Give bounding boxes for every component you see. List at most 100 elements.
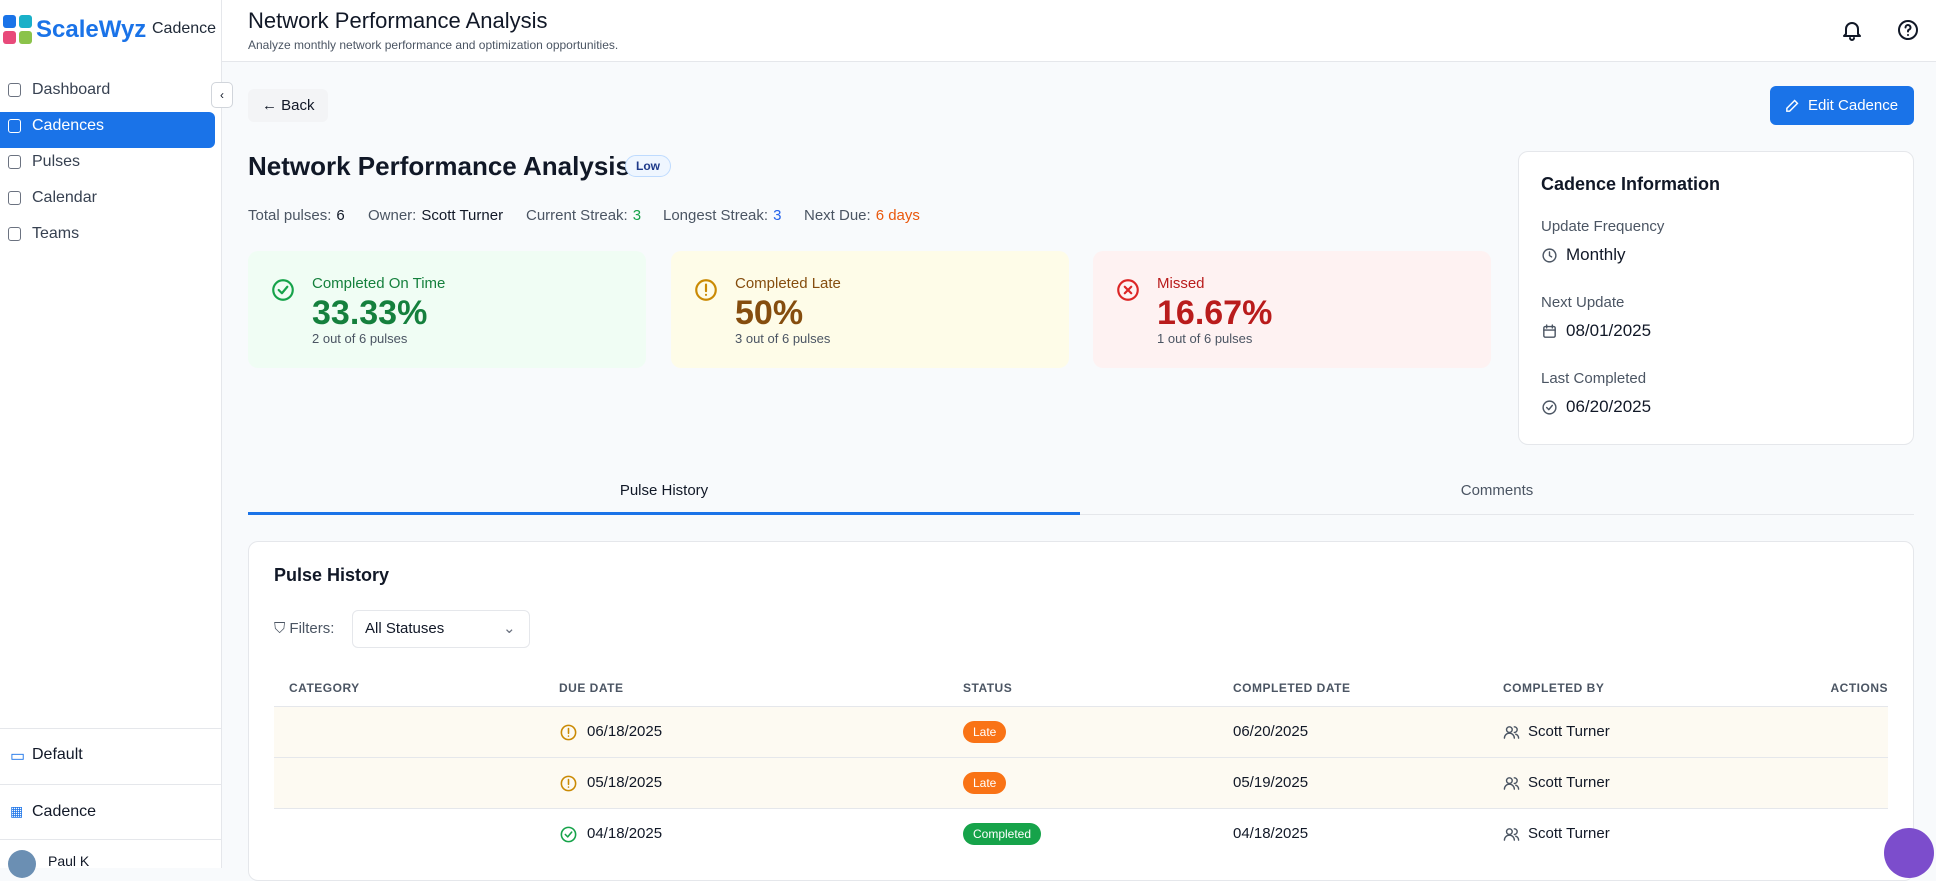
- nav-item[interactable]: Pulses: [32, 153, 81, 170]
- icon-svg: [1503, 828, 1520, 841]
- status-badge: Completed: [963, 823, 1042, 845]
- icon-svg: [1117, 279, 1139, 301]
- status-badge: Late: [963, 721, 1007, 743]
- help[interactable]: [1896, 18, 1920, 42]
- nav-item[interactable]: Cadences: [32, 117, 105, 134]
- icon: [559, 723, 578, 742]
- icon: [1541, 399, 1558, 416]
- card-value: 16.67%: [1157, 294, 1273, 332]
- card-value: 50%: [735, 294, 804, 332]
- column-header: DUE DATE: [559, 681, 624, 695]
- stat-label: Longest Streak:: [663, 207, 769, 224]
- summary-card: Missed 16.67% 1 out of 6 pulses: [1093, 251, 1491, 368]
- field-value: 06/20/2025: [1566, 397, 1652, 416]
- filter-value: All Statuses: [365, 620, 445, 637]
- nav-item[interactable]: Teams: [32, 225, 80, 242]
- card-label: Missed: [1157, 275, 1205, 292]
- app-icon: ▦: [10, 803, 24, 819]
- page-subtitle: Analyze monthly network performance and …: [248, 38, 619, 52]
- column-header: ACTIONS: [1830, 681, 1888, 695]
- icon: [559, 774, 578, 793]
- chat-button[interactable]: [1884, 828, 1934, 878]
- divider: [0, 728, 222, 729]
- stat-value: Scott Turner: [421, 207, 504, 224]
- top-bar: Network Performance Analysis Analyze mon…: [222, 0, 1936, 62]
- field-value: 08/01/2025: [1566, 321, 1652, 340]
- completed-date: 04/18/2025: [1233, 825, 1309, 842]
- column-header: CATEGORY: [289, 681, 360, 695]
- nav-item[interactable]: Calendar: [32, 189, 97, 206]
- icon: [1541, 323, 1558, 340]
- tab[interactable]: Pulse History: [619, 482, 709, 499]
- info-card: Cadence Information Update Frequency Mont…: [1518, 151, 1914, 445]
- completed-date: 05/19/2025: [1233, 774, 1309, 791]
- nav-icon: [8, 191, 21, 205]
- info-title: Cadence Information: [1541, 174, 1721, 194]
- logo: [3, 15, 32, 44]
- brand-product: Cadence: [152, 20, 217, 37]
- column-header: STATUS: [963, 681, 1013, 695]
- tab-underline: [248, 512, 1080, 515]
- nav-icon: [8, 227, 21, 241]
- filter-text: Filters:: [289, 620, 335, 637]
- field-label: Update Frequency: [1541, 218, 1665, 235]
- icon: [270, 277, 296, 303]
- workspace[interactable]: Default: [32, 746, 83, 763]
- nav-active: [0, 112, 215, 148]
- cadence-title: Network Performance Analysis: [248, 151, 630, 181]
- due-date: 05/18/2025: [587, 774, 663, 791]
- tab-rule: [248, 514, 1914, 515]
- icon-svg: [695, 279, 717, 301]
- icon: [1503, 724, 1520, 741]
- app-switcher[interactable]: Cadence: [32, 803, 97, 820]
- stat-value: 6: [336, 207, 345, 224]
- stat-value: 3: [632, 207, 642, 224]
- due-date: 06/18/2025: [587, 723, 663, 740]
- icon: [1115, 277, 1141, 303]
- stat-label: Total pulses:: [248, 207, 332, 224]
- tab[interactable]: Comments: [1460, 482, 1534, 499]
- completed-by: Scott Turner: [1528, 723, 1610, 740]
- edit-icon: [1786, 99, 1799, 112]
- status-filter[interactable]: All Statuses ⌄: [352, 610, 530, 648]
- summary-card: Completed On Time 33.33% 2 out of 6 pulses: [248, 251, 646, 368]
- page-title: Network Performance Analysis: [248, 8, 548, 33]
- avatar[interactable]: [8, 850, 36, 878]
- icon-svg: [1542, 248, 1557, 263]
- divider: [0, 839, 222, 840]
- user-name[interactable]: Paul K: [48, 853, 90, 869]
- status-badge: Late: [963, 772, 1007, 794]
- table-row: 05/18/2025 Late 05/19/2025 Scott Turner: [274, 757, 1888, 808]
- icon: [1503, 826, 1520, 843]
- stat-label: Current Streak:: [526, 207, 628, 224]
- collapse-button[interactable]: ‹: [211, 82, 233, 108]
- edit-button[interactable]: Edit Cadence: [1770, 86, 1914, 125]
- history-title: Pulse History: [274, 565, 390, 585]
- card-value: 33.33%: [312, 294, 428, 332]
- due-date: 04/18/2025: [587, 825, 663, 842]
- icon-svg: [1503, 777, 1520, 790]
- divider: [0, 784, 222, 785]
- folder-icon: ▭: [10, 748, 26, 765]
- card-label: Completed On Time: [312, 275, 446, 292]
- filter-label: ⛉ Filters:: [274, 620, 335, 637]
- chevron: ⌄: [503, 620, 516, 637]
- back-button[interactable]: ← Back: [248, 89, 328, 122]
- stat-label: Owner:: [368, 207, 417, 224]
- notifications[interactable]: [1840, 18, 1864, 42]
- icon-svg: [560, 775, 577, 792]
- card-detail: 1 out of 6 pulses: [1157, 331, 1253, 346]
- nav-item[interactable]: Dashboard: [32, 81, 111, 98]
- summary-card: Completed Late 50% 3 out of 6 pulses: [671, 251, 1069, 368]
- completed-by: Scott Turner: [1528, 825, 1610, 842]
- back-label: Back: [281, 97, 315, 114]
- stat-value: 6 days: [875, 207, 920, 224]
- table-row: 06/18/2025 Late 06/20/2025 Scott Turner: [274, 706, 1888, 757]
- field-label: Next Update: [1541, 294, 1625, 311]
- card-detail: 2 out of 6 pulses: [312, 331, 408, 346]
- brand-name: ScaleWyz: [36, 16, 147, 43]
- stat-value: 3: [773, 207, 782, 224]
- column-header: COMPLETED DATE: [1233, 681, 1351, 695]
- icon-svg: [272, 279, 294, 301]
